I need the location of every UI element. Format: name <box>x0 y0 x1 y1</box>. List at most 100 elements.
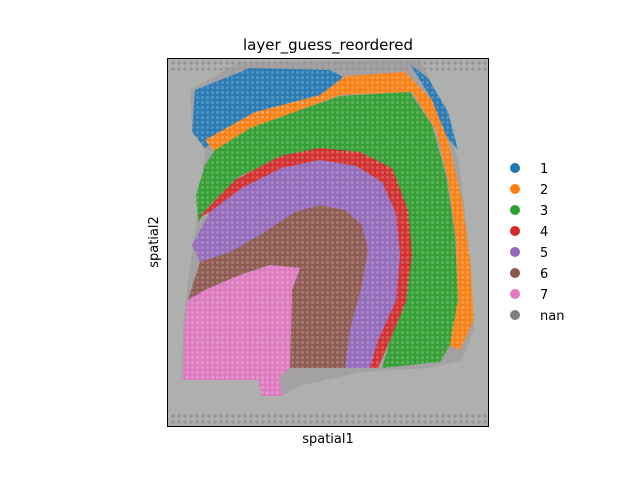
fiducial-dot <box>399 420 403 424</box>
fiducial-dot <box>315 420 319 424</box>
fiducial-dot <box>471 61 475 65</box>
fiducial-dot <box>381 420 385 424</box>
legend-marker <box>510 310 520 320</box>
legend: 1 2 3 4 5 6 7 nan <box>510 162 564 324</box>
fiducial-dot <box>285 414 289 418</box>
fiducial-dot <box>303 420 307 424</box>
fiducial-dot <box>195 414 199 418</box>
legend-marker <box>510 268 520 278</box>
fiducial-dot <box>207 414 211 418</box>
legend-label: 5 <box>540 246 548 261</box>
fiducial-dot <box>477 67 481 71</box>
fiducial-dot <box>243 414 247 418</box>
spot-texture-layer-1 <box>192 68 345 148</box>
fiducial-dot <box>279 414 283 418</box>
fiducial-dot <box>315 414 319 418</box>
fiducial-dot <box>243 420 247 424</box>
y-axis-label: spatial2 <box>147 216 162 268</box>
fiducial-dot <box>171 67 175 71</box>
plot-area <box>167 58 489 427</box>
fiducial-dot <box>477 414 481 418</box>
fiducial-dot <box>207 420 211 424</box>
fiducial-dot <box>291 414 295 418</box>
fiducial-dot <box>201 414 205 418</box>
fiducial-dot <box>435 414 439 418</box>
fiducial-dot <box>441 67 445 71</box>
fiducial-dot <box>327 420 331 424</box>
legend-item-2: 2 <box>510 183 548 198</box>
fiducial-dot <box>441 414 445 418</box>
spot-texture-layer-3 <box>196 92 458 368</box>
fiducial-dot <box>393 420 397 424</box>
fiducial-dot <box>447 420 451 424</box>
legend-item-4: 4 <box>510 225 548 240</box>
fiducial-dot <box>267 420 271 424</box>
fiducial-dot <box>465 61 469 65</box>
fiducial-dot <box>381 414 385 418</box>
fiducial-dot <box>213 420 217 424</box>
fiducial-dot <box>435 67 439 71</box>
fiducial-dot <box>411 414 415 418</box>
fiducial-dot <box>189 61 193 65</box>
fiducial-dot <box>387 420 391 424</box>
fiducial-dot <box>465 420 469 424</box>
legend-marker <box>510 205 520 215</box>
axes-frame <box>167 58 489 427</box>
fiducial-dot <box>429 61 433 65</box>
fiducial-dot <box>339 414 343 418</box>
fiducial-dot <box>309 414 313 418</box>
fiducial-dot <box>387 414 391 418</box>
fiducial-dot <box>459 61 463 65</box>
fiducial-dot <box>183 420 187 424</box>
fiducial-dot <box>459 67 463 71</box>
fiducial-dot <box>267 414 271 418</box>
fiducial-dot <box>225 61 229 65</box>
fiducial-dot <box>411 420 415 424</box>
fiducial-dot <box>183 67 187 71</box>
fiducial-dot <box>237 414 241 418</box>
fiducial-dot <box>219 420 223 424</box>
fiducial-dot <box>453 420 457 424</box>
legend-item-3: 3 <box>510 204 548 219</box>
legend-marker <box>510 226 520 236</box>
legend-item-7: 7 <box>510 288 548 303</box>
fiducial-dot <box>333 420 337 424</box>
legend-marker <box>510 163 520 173</box>
fiducial-dot <box>273 420 277 424</box>
fiducial-dot <box>363 420 367 424</box>
fiducial-dot <box>429 414 433 418</box>
fiducial-dot <box>333 414 337 418</box>
fiducial-dot <box>261 420 265 424</box>
fiducial-dot <box>471 414 475 418</box>
fiducial-dot <box>285 420 289 424</box>
fiducial-dot <box>195 67 199 71</box>
fiducial-dot <box>177 67 181 71</box>
fiducial-dot <box>321 420 325 424</box>
fiducial-dot <box>309 420 313 424</box>
fiducial-dot <box>459 420 463 424</box>
fiducial-dot <box>483 67 487 71</box>
spot-texture-layer-7 <box>183 265 300 396</box>
legend-item-5: 5 <box>510 246 548 261</box>
fiducial-dot <box>177 61 181 65</box>
fiducial-dot <box>255 414 259 418</box>
legend-marker <box>510 247 520 257</box>
fiducial-dot <box>423 414 427 418</box>
fiducial-dot <box>345 420 349 424</box>
fiducial-dot <box>195 61 199 65</box>
legend-label: 1 <box>540 162 548 177</box>
fiducial-dot <box>453 414 457 418</box>
fiducial-dot <box>399 414 403 418</box>
legend-label: nan <box>540 309 564 324</box>
fiducial-dot <box>417 420 421 424</box>
fiducial-dot <box>483 61 487 65</box>
fiducial-dot <box>369 420 373 424</box>
fiducial-dot <box>171 61 175 65</box>
fiducial-dot <box>213 414 217 418</box>
legend-item-6: 6 <box>510 267 548 282</box>
fiducial-dot <box>393 414 397 418</box>
fiducial-dot <box>435 61 439 65</box>
fiducial-dot <box>183 61 187 65</box>
legend-label: 2 <box>540 183 548 198</box>
fiducial-dot <box>189 420 193 424</box>
